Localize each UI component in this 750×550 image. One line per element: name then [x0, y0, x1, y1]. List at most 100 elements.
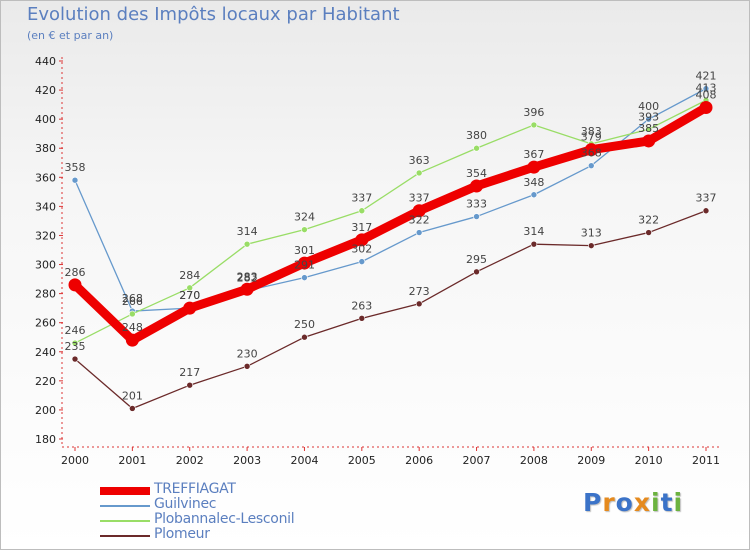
data-label: 396	[523, 106, 544, 119]
data-label: 358	[65, 161, 86, 174]
data-label: 263	[351, 299, 372, 312]
data-label: 368	[581, 147, 602, 160]
x-tick-label: 2011	[692, 454, 720, 467]
data-label: 273	[409, 285, 430, 298]
data-label: 246	[65, 324, 86, 337]
data-point	[243, 240, 251, 248]
data-point	[470, 179, 484, 193]
data-label: 380	[466, 129, 487, 142]
data-label: 322	[638, 214, 659, 227]
legend-label: Plomeur	[154, 526, 210, 542]
data-label: 337	[409, 192, 430, 205]
data-label: 383	[581, 125, 602, 138]
data-label: 324	[294, 211, 315, 224]
data-point	[587, 162, 595, 169]
x-tick-label: 2000	[61, 454, 89, 467]
x-tick-label: 2005	[348, 454, 376, 467]
logo-letter: i	[673, 488, 684, 517]
data-label: 270	[179, 289, 200, 302]
data-point	[355, 233, 369, 247]
data-label: 348	[523, 176, 544, 189]
data-point	[186, 381, 194, 389]
data-label: 367	[523, 148, 544, 161]
data-label: 248	[122, 321, 143, 334]
data-point	[645, 126, 652, 133]
x-tick-label: 2010	[635, 454, 663, 467]
logo-letter: P	[583, 488, 603, 517]
data-label: 301	[294, 244, 315, 257]
data-label: 354	[466, 167, 487, 180]
legend-swatch	[100, 487, 150, 495]
logo-letter: r	[602, 488, 616, 517]
data-label: 286	[65, 266, 86, 279]
data-label: 268	[122, 292, 143, 305]
x-tick-label: 2001	[118, 454, 146, 467]
data-point	[68, 278, 82, 292]
y-tick-label: 380	[35, 142, 56, 155]
logo-letter: x	[633, 488, 651, 517]
data-point	[473, 144, 480, 152]
data-label: 302	[351, 243, 372, 256]
data-point	[530, 240, 538, 248]
y-tick-label: 300	[35, 259, 56, 272]
data-point	[358, 315, 366, 322]
data-label: 282	[237, 272, 258, 285]
data-point	[301, 333, 308, 341]
data-label: 295	[466, 253, 487, 266]
data-point	[702, 207, 710, 215]
legend-swatch	[100, 535, 150, 537]
chart-title: Evolution des Impôts locaux par Habitant	[27, 4, 400, 25]
data-point	[587, 242, 595, 249]
data-point	[415, 169, 423, 177]
data-label: 379	[581, 131, 602, 144]
proxiti-logo: Proxiti	[583, 488, 683, 517]
data-point	[645, 115, 652, 123]
data-point	[186, 284, 194, 292]
data-point	[642, 134, 656, 148]
legend-label: Guilvinec	[154, 496, 217, 512]
data-point	[358, 207, 366, 215]
legend-swatch	[100, 520, 150, 522]
data-label: 291	[294, 259, 315, 272]
logo-letter: o	[615, 488, 634, 517]
logo-letter: i	[651, 488, 661, 517]
data-point	[129, 310, 136, 318]
data-label: 408	[696, 89, 717, 102]
chart-series	[68, 85, 713, 412]
y-tick-label: 440	[35, 55, 56, 68]
data-point	[584, 143, 598, 157]
data-label: 270	[179, 289, 200, 302]
data-point	[71, 339, 79, 347]
data-label: 266	[122, 295, 143, 308]
x-tick-label: 2008	[520, 454, 548, 467]
data-point	[125, 333, 139, 347]
data-label: 333	[466, 198, 487, 211]
y-tick-label: 340	[35, 200, 56, 213]
chart-axes: 180 200 220 240 260 280 300 320 340 360 380 400 420 4…	[35, 55, 722, 467]
data-label: 385	[638, 122, 659, 135]
data-point	[240, 282, 254, 296]
y-tick-label: 320	[35, 229, 56, 242]
y-tick-label: 240	[35, 346, 56, 359]
data-point	[645, 229, 652, 236]
data-point	[530, 121, 538, 129]
data-point	[699, 101, 713, 115]
data-label: 314	[523, 225, 544, 238]
data-label: 337	[696, 192, 717, 205]
data-point	[71, 176, 79, 184]
data-point	[473, 213, 480, 220]
data-point	[243, 363, 251, 370]
y-tick-label: 360	[35, 171, 56, 184]
series-line-plobannalec-lesconil	[74, 99, 707, 344]
data-label: 217	[179, 366, 200, 379]
x-tick-label: 2003	[233, 454, 261, 467]
y-tick-label: 200	[35, 404, 56, 417]
data-label: 363	[409, 154, 430, 167]
data-point	[129, 405, 136, 412]
data-point	[183, 301, 197, 315]
data-label: 284	[179, 269, 200, 282]
data-point	[473, 268, 480, 276]
chart-subtitle: (en € et par an)	[27, 29, 114, 42]
data-point	[301, 226, 308, 233]
